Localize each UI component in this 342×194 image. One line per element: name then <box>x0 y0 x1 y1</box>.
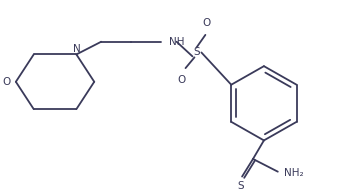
Text: NH: NH <box>169 37 184 47</box>
Text: NH₂: NH₂ <box>284 168 303 178</box>
Text: N: N <box>73 44 80 55</box>
Text: O: O <box>177 75 186 85</box>
Text: O: O <box>202 18 210 28</box>
Text: S: S <box>193 48 200 57</box>
Text: O: O <box>3 77 11 87</box>
Text: S: S <box>238 181 245 191</box>
